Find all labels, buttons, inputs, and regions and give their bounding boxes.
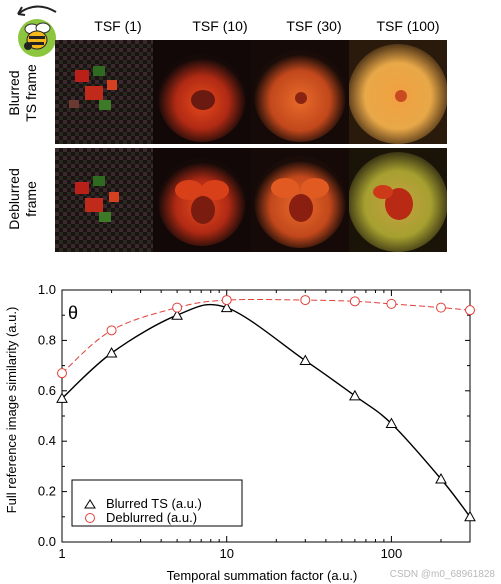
y-tick-label: 0.2 [38,484,56,499]
blurred-data-point [105,346,118,358]
bee-icon [8,2,66,60]
row-label-deblurred-line2: frame [23,181,39,217]
data-markers [56,295,476,522]
image-blurred-tsf-10 [153,40,251,144]
deblurred-data-point [300,295,311,306]
fit-curves [61,298,471,518]
y-tick-label: 0.0 [38,534,56,549]
blurred-data-point [385,417,398,429]
x-axis-label: Temporal summation factor (a.u.) [167,568,358,583]
legend-circle-marker [85,513,95,523]
row-label-deblurred-line1: Deblurred [6,168,22,230]
y-tick-label: 0.4 [38,433,56,448]
legend-triangle-marker [84,499,96,509]
blurred-data-point [56,392,68,403]
column-label-tsf-30: TSF (30) [286,18,342,34]
x-tick-label: 100 [381,546,403,561]
row-label-deblurred: Deblurred frame [6,164,40,234]
blurred-data-point [220,301,233,313]
image-blurred-tsf-30 [251,40,349,144]
blurred-data-point [299,354,312,366]
deblurred-data-point [465,305,475,316]
deblurred-data-point [349,296,360,307]
image-deblurred-tsf-10 [153,148,251,252]
blurred-data-point [435,472,447,484]
row-label-blurred-line2: TS frame [23,64,39,122]
x-tick-label: 1 [58,546,65,561]
row-label-blurred-line1: Blurred [6,70,22,116]
deblurred-curve [61,298,471,374]
deblurred-data-point [106,325,117,336]
image-deblurred-tsf-30 [251,148,349,252]
panel-annotation: θ [68,303,78,323]
column-label-tsf-1: TSF (1) [94,18,142,34]
watermark: CSDN @m0_68961828 [389,569,495,580]
deblurred-data-point [221,295,232,306]
legend-label-deblurred: Deblurred (a.u.) [106,510,197,525]
image-blurred-tsf-100 [349,40,447,144]
image-deblurred-tsf-100 [349,148,447,252]
deblurred-data-point [435,302,446,313]
deblurred-data-point [386,298,397,309]
blurred-curve [61,303,471,518]
legend-label-blurred: Blurred TS (a.u.) [106,496,202,511]
legend: Blurred TS (a.u.) Deblurred (a.u.) [71,479,243,527]
image-blurred-tsf-1 [55,40,153,144]
similarity-chart: 0.0 0.2 0.4 0.6 0.8 1.0 1 10 100 θ Temporal summ… [4,282,476,583]
blurred-data-point [464,510,476,522]
y-tick-label: 1.0 [38,282,56,297]
y-tick-label: 0.8 [38,332,56,347]
image-deblurred-tsf-1 [55,148,153,252]
column-label-tsf-10: TSF (10) [192,18,248,34]
y-tick-label: 0.6 [38,383,56,398]
y-axis-label: Full reference image similarity (a.u.) [4,307,19,514]
axes: 0.0 0.2 0.4 0.6 0.8 1.0 1 10 100 [38,282,471,561]
blurred-data-point [349,389,361,401]
column-label-tsf-100: TSF (100) [376,18,440,34]
x-tick-label: 10 [219,546,233,561]
deblurred-data-point [172,302,183,313]
deblurred-data-point [57,368,67,379]
legend-box [71,479,243,527]
blurred-data-point [171,309,183,320]
row-label-blurred: Blurred TS frame [6,58,40,128]
